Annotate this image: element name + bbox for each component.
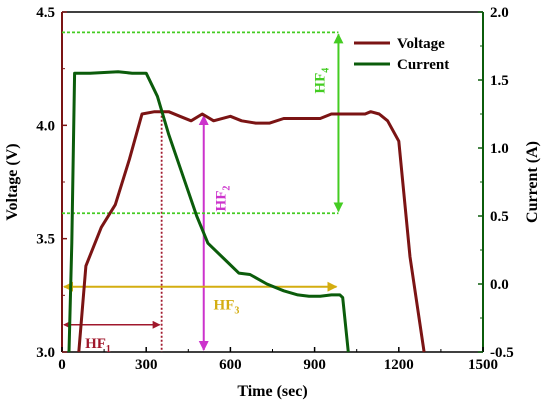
y-right-axis-title: Current (A) — [524, 141, 541, 223]
hf2-label: HF2 — [214, 186, 233, 212]
y-right-tick-label: 1.5 — [490, 73, 509, 89]
y-right-tick-label: 0.5 — [490, 209, 509, 225]
legend: Voltage Current — [354, 36, 449, 73]
legend-label-current: Current — [397, 57, 449, 73]
y-right-tick-label: -0.5 — [490, 345, 514, 361]
hf3-label: HF3 — [214, 298, 240, 317]
annotations: HF1 HF2 HF3 HF4 — [62, 31, 344, 355]
x-tick-label: 1200 — [384, 357, 414, 373]
y-left-axis-title: Voltage (V) — [4, 143, 21, 220]
hf4-label: HF4 — [312, 68, 331, 94]
y-right-tick-label: 0.0 — [490, 277, 509, 293]
y-right-tick-label: 1.0 — [490, 141, 509, 157]
series-line-voltage — [77, 110, 426, 353]
x-tick-label: 300 — [135, 357, 158, 373]
x-tick-label: 900 — [303, 357, 326, 373]
series-layer — [67, 70, 426, 353]
y-right-tick-label: 2.0 — [490, 5, 509, 21]
y-left-tick-label: 4.0 — [36, 118, 55, 134]
hf1-label: HF1 — [85, 336, 111, 355]
x-axis-title: Time (sec) — [237, 383, 307, 400]
y-left-tick-label: 4.5 — [36, 5, 55, 21]
series-line-current — [67, 70, 350, 353]
legend-label-voltage: Voltage — [397, 36, 445, 52]
x-tick-label: 600 — [219, 357, 242, 373]
axis-ticks: 0 300 600 900 1200 1500 3.0 3.5 4.0 4.5 -0.5 0.0 0.5… — [36, 5, 514, 373]
y-left-tick-label: 3.0 — [36, 345, 55, 361]
x-tick-label: 0 — [58, 357, 66, 373]
y-left-tick-label: 3.5 — [36, 232, 55, 248]
x-tick-label: 1500 — [468, 357, 498, 373]
